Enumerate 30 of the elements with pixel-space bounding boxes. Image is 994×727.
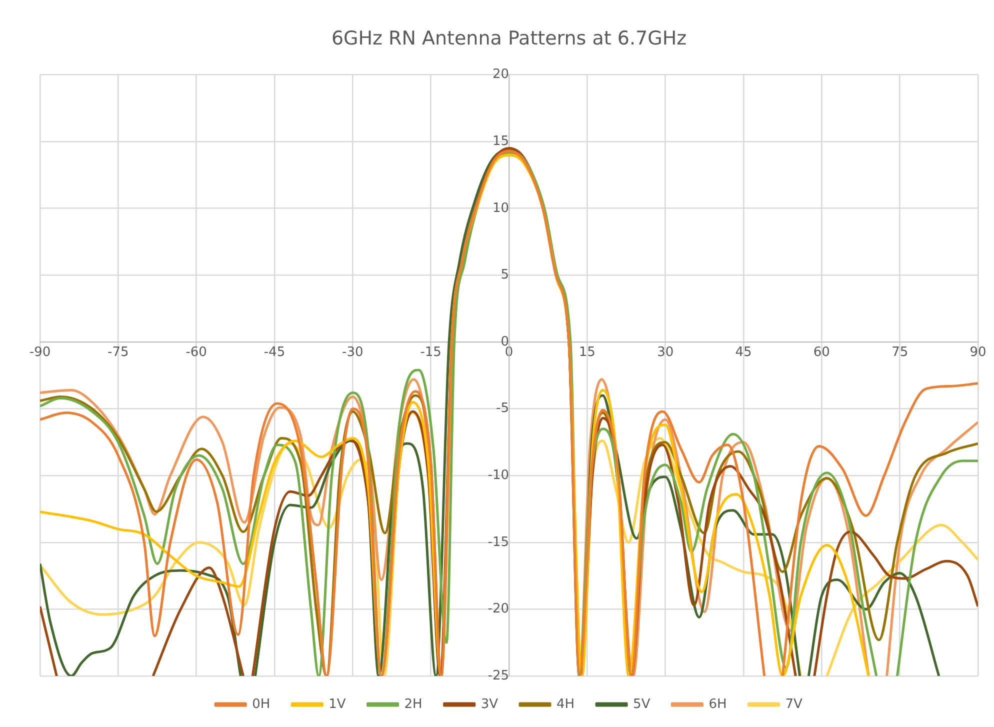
y-tick-label: -5 bbox=[496, 401, 509, 416]
legend-label: 5V bbox=[633, 696, 650, 712]
x-tick-label: 60 bbox=[813, 345, 830, 360]
y-tick-label: -15 bbox=[488, 534, 509, 550]
y-tick-label: -20 bbox=[488, 602, 509, 617]
y-tick-label: -10 bbox=[488, 468, 509, 483]
x-tick-label: -90 bbox=[29, 345, 51, 360]
x-tick-label: -30 bbox=[342, 345, 364, 360]
legend-label: 4H bbox=[556, 696, 575, 712]
y-tick-label: 5 bbox=[500, 268, 509, 283]
legend-label: 3V bbox=[480, 696, 498, 712]
x-tick-label: -75 bbox=[108, 345, 129, 360]
x-tick-label: -15 bbox=[420, 345, 442, 360]
x-tick-label: 45 bbox=[735, 345, 752, 360]
y-tick-label: 10 bbox=[492, 200, 509, 216]
x-tick-label: 75 bbox=[892, 345, 908, 360]
x-tick-label: -45 bbox=[264, 345, 286, 360]
x-tick-label: 15 bbox=[578, 345, 596, 360]
legend-label: 1V bbox=[328, 696, 346, 712]
y-tick-label: 20 bbox=[492, 67, 509, 82]
x-tick-label: 90 bbox=[970, 345, 986, 360]
legend-label: 6H bbox=[708, 696, 727, 712]
legend-label: 7V bbox=[785, 696, 803, 712]
legend-label: 0H bbox=[252, 696, 270, 712]
legend-label: 2H bbox=[404, 696, 422, 712]
y-tick-label: -25 bbox=[488, 668, 509, 684]
x-tick-label: 30 bbox=[657, 345, 674, 360]
x-tick-label: -60 bbox=[186, 345, 207, 360]
chart-title: 6GHz RN Antenna Patterns at 6.7GHz bbox=[331, 27, 687, 50]
y-tick-label: 15 bbox=[492, 134, 509, 149]
